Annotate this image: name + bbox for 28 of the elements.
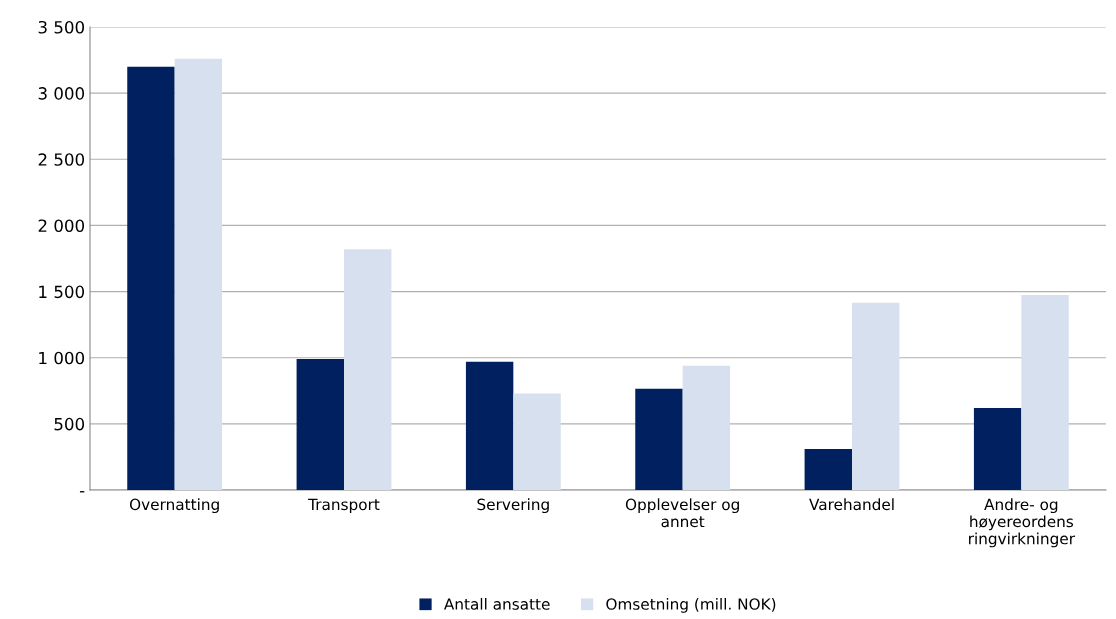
bar — [174, 58, 223, 490]
y-tick-label: 3 500 — [38, 20, 85, 34]
x-tick-label: Overnatting — [129, 498, 219, 514]
x-tick-label: Opplevelser og annet — [625, 498, 739, 528]
bar — [973, 407, 1022, 490]
x-tick-label: Transport — [308, 498, 380, 514]
bar — [635, 388, 683, 490]
y-tick-label: 3 000 — [38, 87, 85, 100]
y-tick-label: 2 500 — [38, 153, 85, 166]
y-tick-label: 2 000 — [38, 219, 85, 232]
bar — [465, 361, 514, 490]
bar — [344, 249, 392, 490]
bar — [1021, 294, 1069, 490]
legend-label: Omsetning (mill. NOK) — [606, 598, 776, 613]
x-tick-label: Andre- og høyereordens ringvirkninger — [969, 498, 1075, 548]
x-tick-label: Servering — [477, 498, 549, 514]
bar — [804, 448, 852, 490]
y-tick-label: 1 500 — [39, 285, 85, 299]
bar — [296, 359, 344, 490]
bar — [127, 66, 175, 490]
legend-label: Antall ansatte — [443, 598, 550, 610]
bar — [682, 365, 731, 490]
y-tick-label: - — [79, 491, 85, 493]
x-tick-label: Varehandel — [809, 498, 894, 511]
y-tick-label: 500 — [54, 417, 85, 431]
bar — [852, 302, 900, 490]
y-tick-label: 1 000 — [39, 351, 85, 365]
bar — [513, 393, 561, 490]
